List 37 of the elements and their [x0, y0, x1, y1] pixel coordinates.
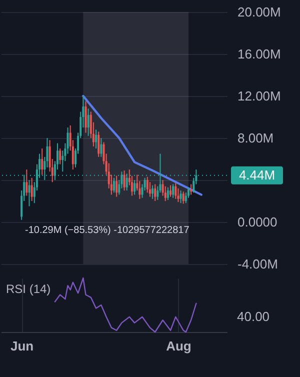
annotation: -10.29M (−85.53%) -1029577222817	[25, 224, 190, 236]
candlestick	[170, 184, 172, 198]
candlestick	[98, 131, 100, 158]
candlestick	[146, 176, 148, 194]
candlestick	[190, 184, 192, 196]
candlestick	[28, 180, 30, 207]
candlestick	[172, 184, 174, 198]
candlestick	[134, 180, 136, 196]
y-tick-label: 0.0000	[238, 214, 278, 230]
candlestick	[180, 190, 182, 204]
series-label: RSI (14)	[6, 282, 51, 296]
candlestick	[87, 108, 90, 136]
ref-line-label: 4.44M	[238, 167, 276, 182]
candlestick	[30, 177, 33, 202]
y-tick-label: 16.00M	[238, 46, 281, 62]
candlestick	[95, 129, 98, 149]
candlestick	[116, 175, 118, 198]
candlestick	[41, 148, 44, 176]
candlestick	[154, 184, 156, 202]
y-tick-label: 12.00M	[238, 88, 281, 104]
text: 40.00	[237, 308, 270, 324]
x-tick-label: Jun	[10, 338, 34, 354]
candlestick	[100, 138, 102, 158]
candlestick	[166, 186, 169, 200]
candlestick	[182, 191, 184, 204]
candlestick	[26, 169, 28, 196]
candlestick	[84, 100, 87, 134]
y-tick-label: 20.00M	[238, 4, 281, 20]
candlestick	[123, 170, 126, 191]
line-series	[82, 94, 202, 196]
y-tick-label: 8.00M	[238, 130, 274, 146]
candlestick	[152, 184, 154, 200]
y-tick-label: -4.00M	[238, 256, 278, 272]
candlestick	[59, 148, 62, 165]
candlestick	[174, 182, 177, 200]
candlestick	[113, 177, 115, 194]
x-tick-label: Aug	[166, 338, 192, 354]
